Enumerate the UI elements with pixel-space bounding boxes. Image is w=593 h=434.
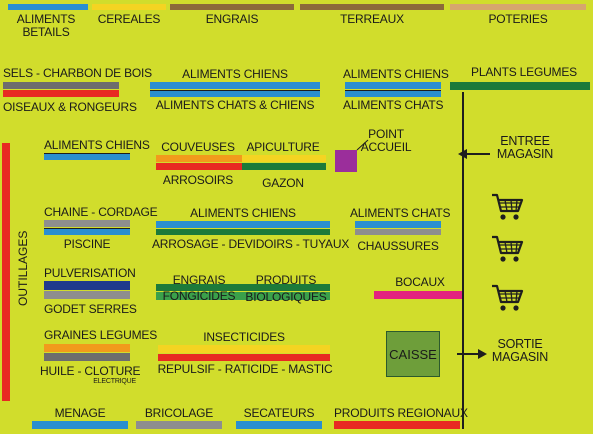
label-aliments-chiens-mid: ALIMENTS CHIENS	[190, 206, 296, 220]
shelf-outillages	[2, 143, 10, 401]
label-aliments-chiens-center: ALIMENTS CHIENS	[182, 67, 288, 81]
shelf-cereales	[92, 4, 166, 10]
shelf-apiculture	[242, 155, 326, 162]
point-accueil-marker	[335, 139, 369, 172]
shelf-pulverisation	[44, 281, 130, 290]
shelf-bricolage	[136, 421, 222, 429]
accueil-pointer-line	[356, 139, 369, 151]
label-menage: MENAGE	[54, 406, 106, 420]
shelf-aliments-chats-mid	[355, 221, 441, 228]
label-engrais-mid: ENGRAIS	[172, 273, 226, 287]
shopping-cart-icon	[492, 235, 524, 262]
sortie-arrow-right-icon	[457, 349, 487, 359]
accueil-square	[335, 150, 357, 172]
interior-wall-vertical	[462, 92, 464, 429]
label-insecticides: INSECTICIDES	[203, 330, 285, 344]
label-chaussures: CHAUSSURES	[357, 239, 439, 253]
label-aliments-chiens-right: ALIMENTS CHIENS	[343, 67, 449, 81]
shelf-aliments-betails	[8, 4, 88, 10]
caisse-checkout: CAISSE	[386, 331, 440, 377]
label-arrosage: ARROSAGE - DEVIDOIRS - TUYAUX	[152, 237, 350, 251]
shelf-huile-cloture	[44, 353, 130, 361]
label-oiseaux: OISEAUX & RONGEURS	[3, 100, 137, 114]
label-huile-cloture: HUILE - CLOTURE	[40, 364, 141, 378]
shelf-insecticides	[158, 345, 330, 353]
label-plants-legumes: PLANTS LEGUMES	[471, 65, 577, 79]
label-aliments-chiens-left: ALIMENTS CHIENS	[44, 138, 150, 152]
label-piscine: PISCINE	[63, 237, 111, 251]
shelf-poteries	[450, 4, 586, 10]
label-point-accueil: POINT ACCUEIL	[360, 127, 412, 154]
shelf-graines-legumes	[44, 344, 130, 352]
label-repulsif: REPULSIF - RATICIDE - MASTIC	[157, 362, 333, 376]
label-chaine-cordage: CHAINE - CORDAGE	[44, 205, 158, 219]
shelf-repulsif	[158, 354, 330, 361]
shopping-cart-icon	[492, 193, 524, 220]
label-pulverisation: PULVERISATION	[44, 266, 136, 280]
label-bocaux: BOCAUX	[395, 275, 445, 289]
shelf-secateurs	[236, 421, 322, 429]
label-entree-magasin: ENTREE MAGASIN	[496, 134, 554, 161]
shelf-arrosage	[156, 229, 330, 235]
shelf-produits-regionaux	[334, 421, 460, 429]
label-produits-regionaux: PRODUITS REGIONAUX	[334, 406, 468, 420]
shelf-arrosoirs	[156, 163, 242, 170]
shelf-biologiques	[156, 292, 330, 300]
label-biologiques: BIOLOGIQUES	[245, 290, 327, 304]
label-godet-serres: GODET SERRES	[44, 302, 137, 316]
shelf-gazon	[242, 163, 326, 170]
label-aliments-betails: ALIMENTS BETAILS	[16, 12, 76, 39]
entree-arrow-left-icon	[458, 149, 490, 159]
label-couveuses: COUVEUSES	[161, 140, 235, 154]
label-fongicides: FONGICIDES	[162, 289, 236, 303]
shelf-chaussures	[355, 229, 441, 235]
shelf-aliments-chiens-right	[345, 82, 441, 89]
shelf-terreaux	[300, 4, 444, 10]
label-electrique: ELECTRIQUE	[93, 378, 136, 385]
label-sels-charbon: SELS - CHARBON DE BOIS	[3, 66, 152, 80]
label-apiculture: APICULTURE	[246, 140, 320, 154]
label-aliments-chats-mid: ALIMENTS CHATS	[350, 206, 451, 220]
label-secateurs: SECATEURS	[243, 406, 315, 420]
label-sortie-magasin: SORTIE MAGASIN	[491, 337, 549, 364]
shelf-aliments-chats-chiens	[150, 90, 320, 97]
shelf-oiseaux	[3, 90, 119, 97]
shelf-couveuses	[156, 155, 242, 162]
label-terreaux: TERREAUX	[340, 12, 404, 26]
shelf-godet-serres	[44, 291, 130, 299]
shelf-engrais-fongicides	[156, 284, 330, 291]
label-engrais-top: ENGRAIS	[205, 12, 259, 26]
shelf-aliments-chats-right	[345, 90, 441, 97]
shelf-chaine-cordage	[44, 220, 130, 227]
shelf-engrais-top	[170, 4, 294, 10]
shelf-aliments-chiens-center	[150, 82, 320, 89]
shelf-menage	[32, 421, 128, 429]
label-cereales: CEREALES	[97, 12, 161, 26]
shelf-bocaux	[374, 291, 462, 299]
label-outillages: OUTILLAGES	[16, 230, 30, 306]
shopping-cart-icon	[492, 284, 524, 311]
shelf-sels-charbon	[3, 82, 119, 89]
label-gazon: GAZON	[262, 176, 304, 190]
shelf-aliments-chiens-mid	[156, 221, 330, 228]
shelf-piscine	[44, 228, 130, 235]
label-produits: PRODUITS	[255, 273, 317, 287]
shelf-aliments-chiens-left	[44, 153, 130, 160]
label-arrosoirs: ARROSOIRS	[162, 173, 234, 187]
label-graines-legumes: GRAINES LEGUMES	[44, 328, 158, 342]
shelf-plants-legumes	[450, 82, 590, 90]
label-bricolage: BRICOLAGE	[144, 406, 214, 420]
label-aliments-chats-chiens: ALIMENTS CHATS & CHIENS	[155, 98, 315, 112]
label-poteries: POTERIES	[488, 12, 548, 26]
label-aliments-chats-right: ALIMENTS CHATS	[343, 98, 444, 112]
